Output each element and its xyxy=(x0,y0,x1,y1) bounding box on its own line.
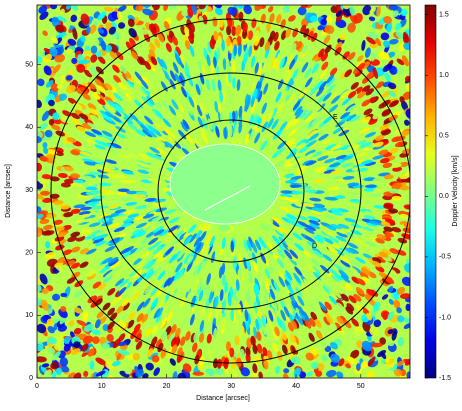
y-tick-label: 40 xyxy=(25,124,33,131)
velocity-patch xyxy=(229,347,234,357)
x-tick-label: 20 xyxy=(163,383,171,390)
velocity-patch xyxy=(34,163,42,172)
annotation: E xyxy=(333,114,338,121)
velocity-patch xyxy=(229,286,233,298)
velocity-patch xyxy=(124,367,132,374)
colorbar-tick-label: 1.5 xyxy=(439,12,449,19)
colorbar-tick-label: 0.0 xyxy=(439,193,449,200)
colorbar-label: Doppler Velocity [km/s] xyxy=(452,155,459,226)
colorbar-tick-label: -1.5 xyxy=(439,375,451,382)
y-tick-label: 50 xyxy=(25,61,33,68)
y-tick-label: 10 xyxy=(25,312,33,319)
x-tick-label: 40 xyxy=(292,383,300,390)
chart: Distance [arcsec] Distance [arcsec] Dopp… xyxy=(0,0,462,406)
velocity-map xyxy=(32,0,417,384)
x-axis-label: Distance [arcsec] xyxy=(196,395,250,402)
velocity-patch xyxy=(92,336,100,344)
velocity-patch xyxy=(199,223,211,231)
velocity-patch xyxy=(389,189,399,194)
velocity-patch xyxy=(236,227,248,235)
velocity-patch xyxy=(249,222,261,230)
colorbar-tick-label: -0.5 xyxy=(439,254,451,261)
colorbar-tick-label: -1.0 xyxy=(439,314,451,321)
body: Distance [arcsec] Distance [arcsec] Dopp… xyxy=(0,0,462,411)
y-axis-label: Distance [arcsec] xyxy=(5,164,12,218)
x-tick-label: 10 xyxy=(98,383,106,390)
x-tick-label: 30 xyxy=(227,383,235,390)
colorbar-tick-label: 1.0 xyxy=(439,72,449,79)
colorbar xyxy=(425,5,436,378)
y-tick-label: 0 xyxy=(29,375,33,382)
y-tick-label: 20 xyxy=(25,249,33,256)
y-tick-label: 30 xyxy=(25,187,33,194)
velocity-patch xyxy=(261,218,273,226)
annotation: D xyxy=(312,243,317,250)
x-tick-label: 0 xyxy=(35,383,39,390)
page: {"chart_data": {"type": "image", "xlabel… xyxy=(0,0,462,411)
x-tick-label: 50 xyxy=(357,383,365,390)
umbra xyxy=(170,144,280,224)
colorbar-tick-label: 0.5 xyxy=(439,133,449,140)
